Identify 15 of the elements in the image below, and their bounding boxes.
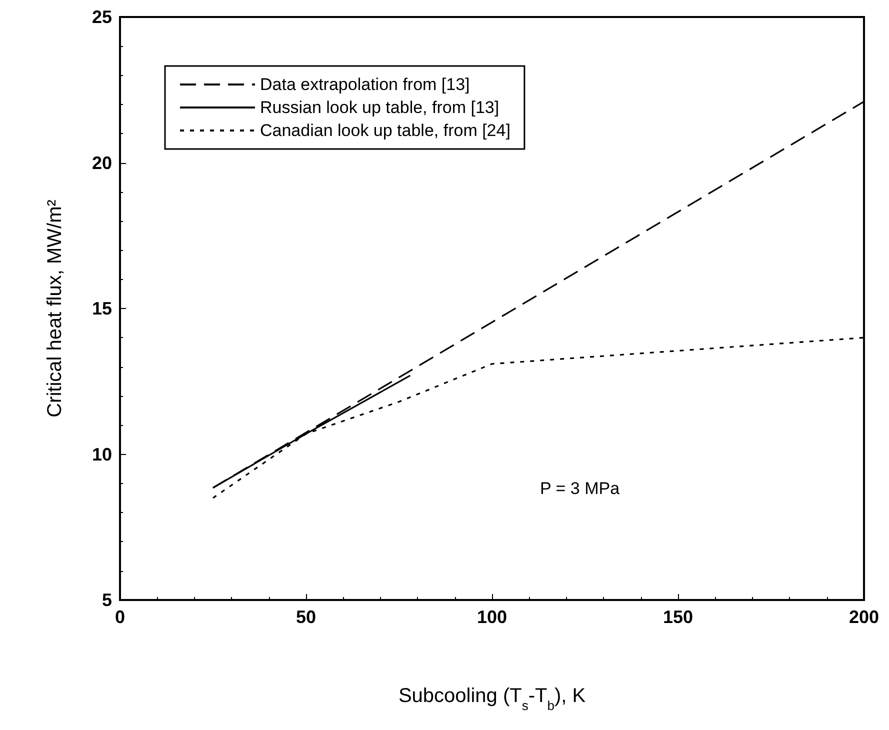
x-tick-label: 100 [476,607,508,627]
legend-label: Russian look up table, from [13] [260,98,500,117]
annotation: P = 3 MPa [540,479,620,498]
x-tick-label: 50 [296,607,316,627]
x-tick-label: 150 [662,607,694,627]
x-tick-label: 0 [114,607,126,627]
legend-label: Canadian look up table, from [24] [260,121,510,140]
y-axis-title: Critical heat flux, MW/m² [44,199,66,418]
y-tick-label: 25 [92,7,112,27]
y-tick-label: 15 [92,298,112,318]
legend-label: Data extrapolation from [13] [260,75,470,94]
y-tick-label: 10 [92,444,112,464]
y-tick-label: 20 [92,152,112,173]
y-tick-label: 5 [102,590,112,610]
x-tick-label: 200 [848,607,880,627]
